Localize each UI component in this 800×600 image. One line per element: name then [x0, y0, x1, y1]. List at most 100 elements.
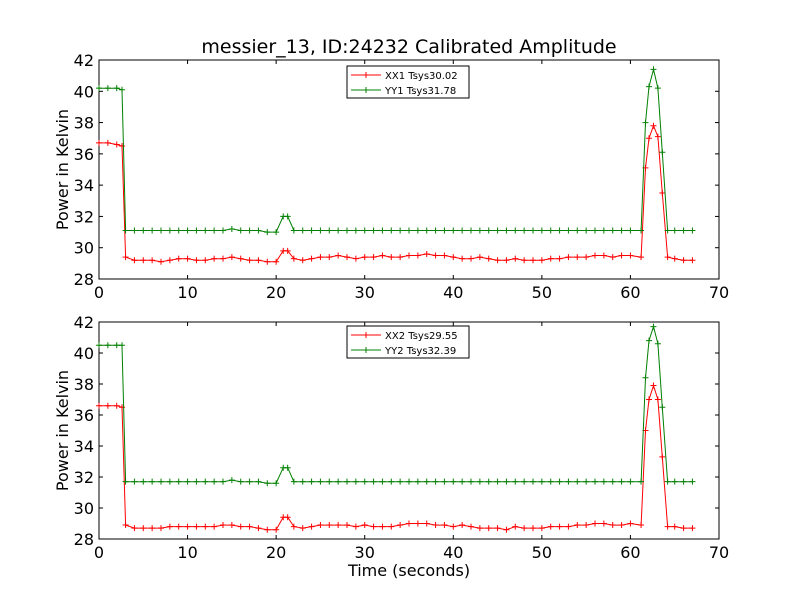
data-point-marker	[512, 227, 519, 234]
data-point-marker	[379, 227, 386, 234]
data-point-marker	[273, 229, 280, 236]
data-point-marker	[609, 254, 616, 261]
data-point-marker	[193, 257, 200, 264]
data-point-marker	[441, 522, 448, 529]
data-point-marker	[638, 522, 645, 529]
x-tick-label: 50	[532, 543, 552, 562]
data-point-marker	[574, 478, 581, 485]
data-point-marker	[149, 257, 156, 264]
data-point-marker	[503, 478, 510, 485]
data-point-marker	[600, 252, 607, 259]
data-point-marker	[485, 227, 492, 234]
data-point-marker	[96, 402, 102, 409]
plot-bottom: 0 10 20 30 40 50 60 70 28 30 32 34 36 38 40 42 Power in …	[53, 313, 729, 580]
x-tick-label: 20	[266, 283, 286, 302]
data-point-marker	[158, 478, 164, 485]
data-point-marker	[131, 257, 138, 264]
data-point-marker	[521, 257, 528, 264]
legend-marker	[363, 87, 369, 93]
data-point-marker	[290, 523, 297, 530]
data-point-marker	[211, 255, 218, 262]
x-tick-label: 60	[620, 543, 640, 562]
y-tick-label: 36	[74, 406, 94, 425]
data-point-marker	[664, 523, 671, 530]
data-point-marker	[122, 227, 129, 234]
data-point-marker	[352, 255, 359, 262]
legend-label: XX1 Tsys30.02	[385, 71, 458, 82]
data-point-marker	[184, 227, 191, 234]
data-point-marker	[284, 213, 291, 220]
data-point-marker	[583, 522, 590, 529]
data-point-marker	[104, 85, 111, 92]
data-point-marker	[547, 255, 554, 262]
data-point-marker	[406, 227, 412, 234]
legend-label: YY1 Tsys31.78	[384, 86, 456, 97]
data-point-marker	[530, 227, 536, 234]
data-point-marker	[592, 520, 598, 527]
data-point-marker	[255, 257, 262, 264]
data-point-marker	[565, 478, 572, 485]
data-point-marker	[122, 254, 129, 261]
data-point-marker	[583, 227, 590, 234]
data-point-marker	[255, 227, 262, 234]
data-point-marker	[654, 85, 661, 92]
data-point-marker	[335, 227, 342, 234]
data-point-marker	[565, 227, 572, 234]
data-point-marker	[423, 478, 430, 485]
data-point-marker	[119, 143, 126, 150]
legend-marker	[363, 72, 369, 78]
data-point-marker	[689, 478, 696, 485]
data-point-marker	[370, 523, 377, 530]
data-point-marker	[335, 252, 342, 259]
y-tick-label: 34	[74, 176, 94, 195]
data-point-marker	[659, 189, 666, 196]
data-point-marker	[326, 227, 333, 234]
data-point-marker	[326, 522, 333, 529]
y-tick-label: 40	[74, 82, 94, 101]
data-point-marker	[388, 523, 395, 530]
data-point-marker	[228, 477, 235, 484]
data-point-marker	[113, 402, 120, 409]
data-point-marker	[671, 478, 678, 485]
data-point-marker	[290, 478, 297, 485]
data-point-marker	[664, 254, 671, 261]
data-point-marker	[379, 478, 386, 485]
y-tick-label: 42	[74, 313, 94, 332]
data-point-marker	[228, 225, 235, 232]
data-point-marker	[335, 522, 342, 529]
data-point-marker	[104, 342, 111, 349]
data-point-marker	[646, 396, 653, 403]
data-point-marker	[397, 522, 404, 529]
data-point-marker	[503, 526, 510, 533]
data-point-marker	[96, 342, 102, 349]
data-point-marker	[494, 257, 501, 264]
data-point-marker	[664, 478, 671, 485]
data-point-marker	[680, 227, 687, 234]
data-point-marker	[397, 227, 404, 234]
data-point-marker	[609, 478, 616, 485]
data-point-marker	[202, 257, 209, 264]
x-tick-label: 10	[177, 283, 197, 302]
data-point-marker	[220, 255, 226, 262]
data-point-marker	[450, 254, 457, 261]
data-point-marker	[627, 252, 634, 259]
data-point-marker	[556, 255, 563, 262]
data-point-marker	[671, 523, 678, 530]
data-point-marker	[299, 478, 306, 485]
data-point-marker	[650, 323, 657, 330]
data-point-marker	[450, 478, 457, 485]
data-point-marker	[468, 227, 474, 234]
data-point-marker	[284, 247, 291, 254]
data-point-marker	[638, 254, 645, 261]
data-point-marker	[547, 478, 554, 485]
data-point-marker	[202, 523, 209, 530]
data-point-marker	[370, 254, 377, 261]
data-point-marker	[158, 258, 164, 265]
data-point-marker	[264, 229, 271, 236]
data-point-marker	[202, 478, 209, 485]
x-tick-label: 50	[532, 283, 552, 302]
data-point-marker	[627, 520, 634, 527]
data-point-marker	[423, 227, 430, 234]
x-tick-label: 0	[94, 283, 104, 302]
data-point-marker	[119, 342, 126, 349]
